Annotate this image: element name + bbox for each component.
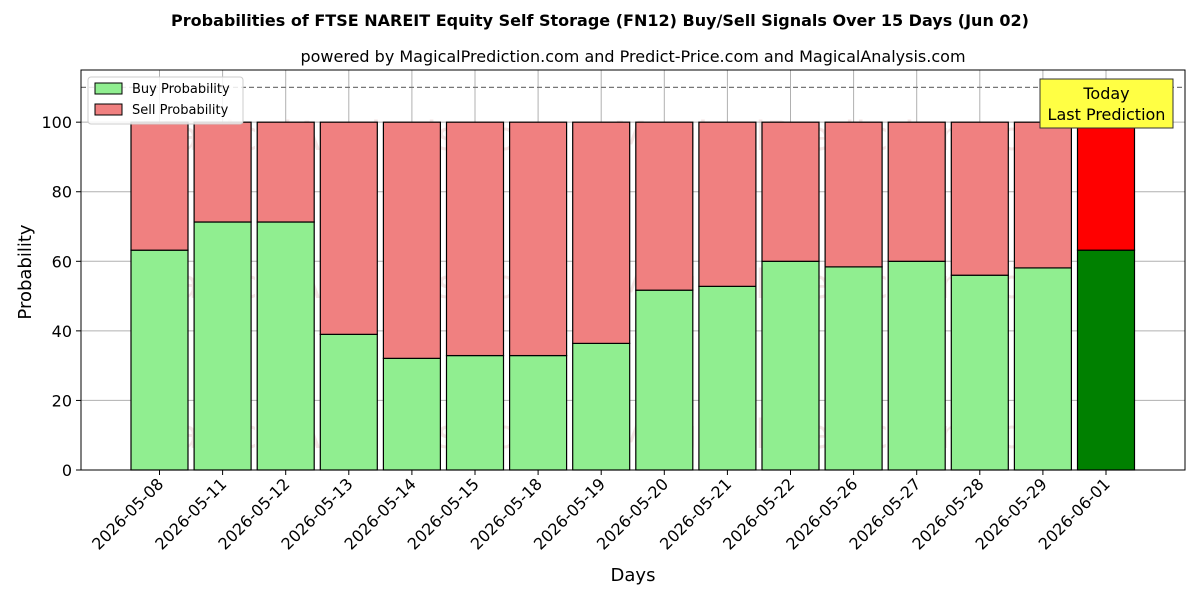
sell-bar [509,121,568,357]
buy-bar [1013,267,1073,471]
legend: Buy Probability Sell Probability [87,76,244,125]
chart-title: Probabilities of FTSE NAREIT Equity Self… [171,11,1029,30]
legend-swatch [94,82,123,95]
buy-bar [193,221,252,471]
buy-bar [256,221,315,471]
sell-bar [950,121,1009,276]
sell-bar [698,121,757,287]
sell-bar [761,121,820,262]
sell-bar [445,121,505,357]
buy-bar [445,354,505,471]
buy-bar [698,285,757,471]
buy-bar [130,249,189,471]
buy-bar [635,289,694,471]
buy-bar [950,274,1009,471]
legend-label: Sell Probability [132,103,229,118]
y-tick-label: 60 [52,252,72,271]
sell-bar [824,121,883,268]
sell-bar [635,121,694,291]
sell-bar [319,121,378,335]
annotation-text: Today [1082,84,1129,103]
sell-bar [1076,121,1136,251]
buy-bar [382,357,441,471]
y-tick-label: 0 [62,461,72,480]
legend-label: Buy Probability [132,82,230,97]
y-tick-label: 20 [52,391,72,410]
x-axis-label: Days [611,565,656,586]
sell-bar [887,121,946,262]
y-tick-label: 80 [52,183,72,202]
buy-bar [572,342,631,471]
buy-bar [509,354,568,471]
buy-bar [1076,249,1136,471]
y-tick-label: 40 [52,322,72,341]
sell-bar [193,121,252,223]
buy-bar [761,260,820,471]
chart-subtitle: powered by MagicalPrediction.com and Pre… [300,47,965,66]
annotation-text: Last Prediction [1048,105,1166,124]
buy-bar [887,260,946,471]
buy-bar [824,266,883,471]
buy-bar [319,333,378,471]
plot-frame [80,69,1186,471]
legend-swatch [94,103,123,116]
y-tick-label: 100 [41,113,72,132]
sell-bar [130,121,189,251]
sell-bar [1013,121,1073,269]
sell-bar [572,121,631,344]
sell-bar [256,121,315,223]
sell-bar [382,121,441,359]
annotation-box [1039,78,1174,129]
y-axis-label: Probability [15,224,36,319]
legend-box [87,76,244,125]
plot-area: MagicalAnalysis.comMagicalPrediction.com… [41,69,1186,554]
